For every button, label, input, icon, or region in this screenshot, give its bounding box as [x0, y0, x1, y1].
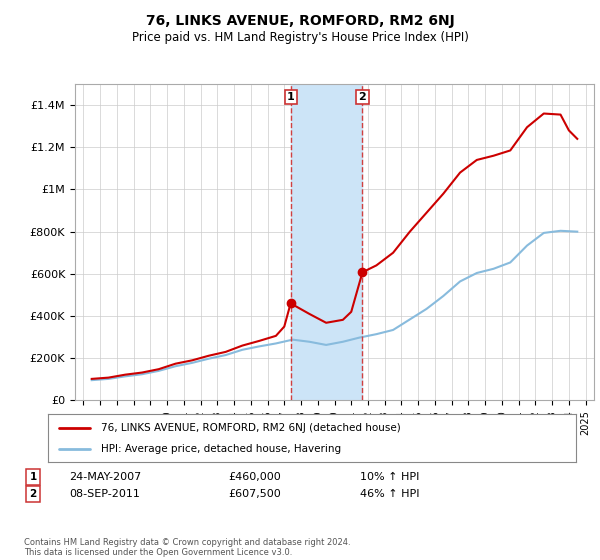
Text: 76, LINKS AVENUE, ROMFORD, RM2 6NJ: 76, LINKS AVENUE, ROMFORD, RM2 6NJ: [146, 14, 454, 28]
Text: Price paid vs. HM Land Registry's House Price Index (HPI): Price paid vs. HM Land Registry's House …: [131, 31, 469, 44]
Text: 1: 1: [287, 92, 295, 102]
Text: 1: 1: [29, 472, 37, 482]
Text: 08-SEP-2011: 08-SEP-2011: [69, 489, 140, 499]
Text: 2: 2: [29, 489, 37, 499]
Text: HPI: Average price, detached house, Havering: HPI: Average price, detached house, Have…: [101, 444, 341, 454]
Text: 24-MAY-2007: 24-MAY-2007: [69, 472, 141, 482]
Text: 76, LINKS AVENUE, ROMFORD, RM2 6NJ (detached house): 76, LINKS AVENUE, ROMFORD, RM2 6NJ (deta…: [101, 423, 401, 433]
Text: 46% ↑ HPI: 46% ↑ HPI: [360, 489, 419, 499]
Bar: [290, 84, 362, 400]
Text: Contains HM Land Registry data © Crown copyright and database right 2024.
This d: Contains HM Land Registry data © Crown c…: [24, 538, 350, 557]
Text: 10% ↑ HPI: 10% ↑ HPI: [360, 472, 419, 482]
Text: £460,000: £460,000: [228, 472, 281, 482]
Text: £607,500: £607,500: [228, 489, 281, 499]
Text: 2: 2: [359, 92, 367, 102]
